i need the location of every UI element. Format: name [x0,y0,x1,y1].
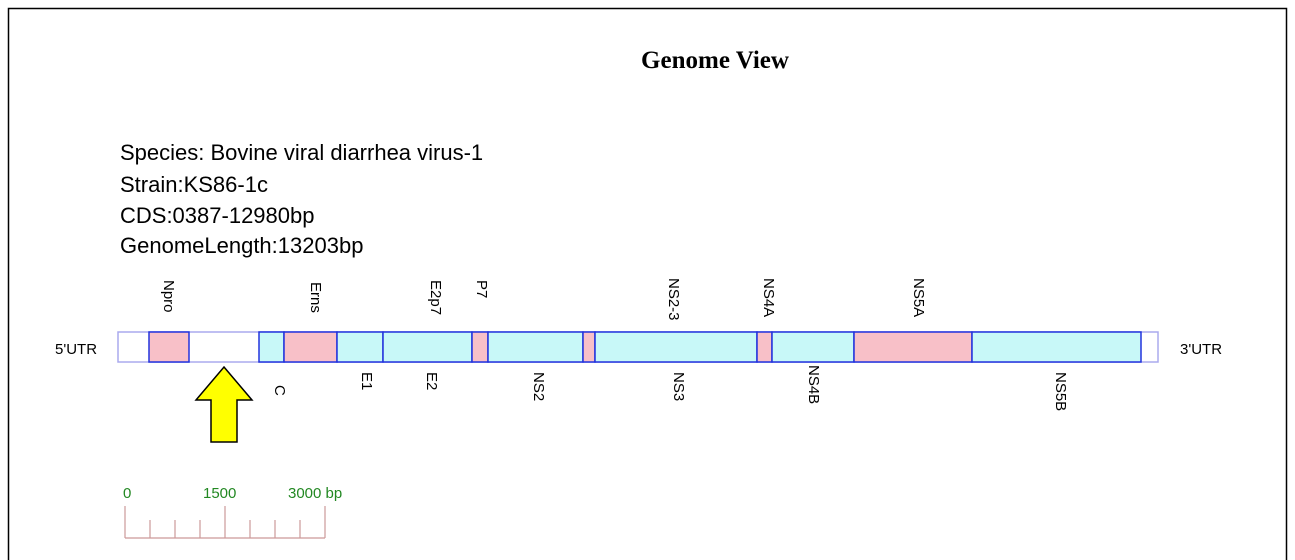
info: Species: Bovine viral diarrhea virus-1 St… [120,140,483,258]
gene-segment [853,331,973,363]
scale-label: 0 [123,485,131,502]
scale-label: 3000 bp [288,485,342,502]
gene-label: NS3 [670,372,687,401]
title: Genome View [641,47,789,74]
gene-label: NS2 [530,372,547,401]
gene-label: NS4B [805,365,822,404]
utr-left: 5'UTR [55,341,97,358]
gene-segment [771,331,855,363]
gene-label: Erns [307,282,324,313]
utr-right: 3'UTR [1180,341,1222,358]
gene-segment [283,331,338,363]
info-line: Strain:KS86-1c [120,172,268,197]
info-line: Species: Bovine viral diarrhea virus-1 [120,140,483,165]
info-line: CDS:0387-12980bp [120,203,314,228]
gene-segment [487,331,584,363]
gene-segment [258,331,285,363]
scale-label: 1500 [203,485,236,502]
gene-label: NS4A [760,278,777,317]
arrow [194,365,254,443]
gene-segment [471,331,489,363]
gene-label: NS5A [910,278,927,317]
gene-segment [382,331,473,363]
frame [7,7,1288,560]
gene-label: P7 [473,280,490,298]
gene-segment [971,331,1142,363]
gene-label: NS2-3 [665,278,682,321]
gene-segment [756,331,773,363]
gene-label: E2 [423,372,440,390]
gene-segment [582,331,596,363]
gene-label: C [271,385,288,396]
gene-labels: Npro Erns E2p7 P7 NS2-3 NS4A NS5A C E1 E2 NS2 NS3 NS… [160,278,1069,411]
gene-segment [336,331,384,363]
info-line: GenomeLength:13203bp [120,233,363,258]
gene-label: E1 [358,372,375,390]
gene-label: Npro [160,280,177,313]
scale-bar: 0 1500 3000 bp [123,485,342,539]
gene-label: NS5B [1052,372,1069,411]
gene-segment [148,331,190,363]
gene-label: E2p7 [427,280,444,315]
genome-bar [117,331,1159,363]
gene-segment [594,331,758,363]
